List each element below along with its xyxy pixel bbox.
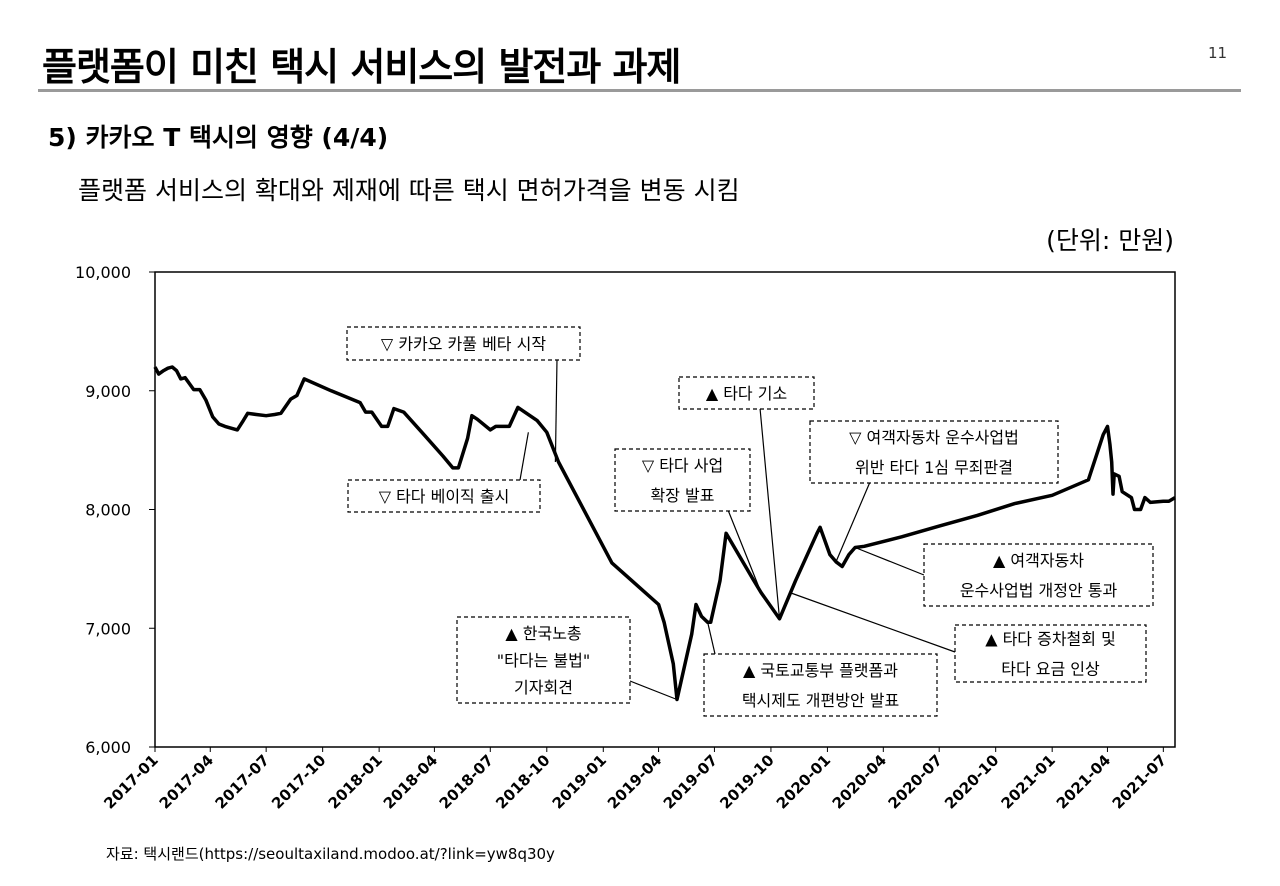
- annotation-text: ▽ 타다 베이직 출시: [379, 487, 510, 506]
- annotation-leader: [854, 546, 925, 576]
- annotation-leader: [727, 509, 762, 593]
- annotation-leader: [519, 432, 529, 481]
- slide-subtitle: 플랫폼 서비스의 확대와 제재에 따른 택시 면허가격을 변동 시킴: [78, 176, 740, 205]
- annotation-text: ▽ 여객자동차 운수사업법: [849, 428, 1019, 447]
- x-tick-label: 2019-04: [604, 751, 665, 812]
- annotation-box: [456, 616, 631, 704]
- x-tick-label: 2017-10: [268, 751, 329, 812]
- annotation-leader: [707, 622, 716, 655]
- annotation-box: [809, 420, 1059, 484]
- section-heading: 5) 카카오 T 택시의 영향 (4/4): [48, 123, 389, 152]
- x-tick-label: 2020-10: [941, 751, 1002, 812]
- annotation-text: 택시제도 개편방안 발표: [742, 691, 899, 710]
- x-tick-label: 2018-04: [380, 751, 441, 812]
- x-tick-label: 2021-07: [1109, 751, 1170, 812]
- annotation-text: 위반 타다 1심 무죄판결: [855, 458, 1013, 477]
- annotation-leader: [629, 680, 678, 701]
- x-tick-label: 2017-07: [212, 751, 273, 812]
- annotation-box: [614, 448, 751, 512]
- annotation-box: [347, 479, 541, 513]
- annotation-text: ▲ 국토교통부 플랫폼과: [743, 661, 898, 680]
- annotation-leader: [835, 481, 871, 562]
- unit-label: (단위: 만원): [1046, 226, 1174, 255]
- x-tick-label: 2019-10: [716, 751, 777, 812]
- annotation-box: [346, 326, 581, 361]
- annotation-text: 타다 요금 인상: [1001, 660, 1100, 679]
- y-tick-label: 10,000: [75, 263, 131, 282]
- x-tick-label: 2019-07: [660, 751, 721, 812]
- page-title: 플랫폼이 미친 택시 서비스의 발전과 과제: [42, 45, 681, 89]
- x-tick-label: 2019-01: [549, 751, 610, 812]
- x-tick-label: 2021-01: [998, 751, 1059, 812]
- annotation-box: [954, 624, 1147, 683]
- annotation-text: "타다는 불법": [497, 651, 590, 670]
- annotation-box: [703, 653, 938, 717]
- source-note: 자료: 택시랜드(https://seoultaxiland.modoo.at/…: [106, 845, 555, 863]
- annotation-box: [678, 376, 815, 410]
- x-tick-label: 2020-01: [773, 751, 834, 812]
- annotation-text: ▲ 타다 증차철회 및: [985, 630, 1116, 649]
- title-divider: [38, 89, 1241, 92]
- annotation-text: ▲ 타다 기소: [706, 384, 787, 403]
- annotation-box: [923, 543, 1154, 607]
- y-tick-label: 7,000: [85, 619, 131, 638]
- x-tick-label: 2018-07: [436, 751, 497, 812]
- x-tick-label: 2018-10: [492, 751, 553, 812]
- annotation-leader: [789, 592, 956, 653]
- page-number: 11: [1208, 44, 1228, 62]
- annotation-leader: [759, 407, 781, 619]
- annotation-text: ▲ 여객자동차: [993, 551, 1084, 570]
- annotation-text: 확장 발표: [651, 486, 715, 505]
- x-tick-label: 2020-04: [829, 751, 890, 812]
- price-series-line: [153, 365, 1176, 702]
- x-tick-label: 2017-01: [100, 751, 161, 812]
- x-tick-label: 2021-04: [1053, 751, 1114, 812]
- annotation-text: ▽ 타다 사업: [642, 456, 723, 475]
- x-tick-label: 2020-07: [885, 751, 946, 812]
- y-tick-label: 9,000: [85, 382, 131, 401]
- x-tick-label: 2018-01: [325, 751, 386, 812]
- annotation-text: 기자회견: [514, 678, 573, 697]
- y-tick-label: 8,000: [85, 501, 131, 520]
- x-tick-label: 2017-04: [156, 751, 217, 812]
- annotation-text: ▲ 한국노총: [505, 624, 581, 643]
- annotation-text: ▽ 카카오 카풀 베타 시작: [381, 335, 546, 354]
- annotation-text: 운수사업법 개정안 통과: [960, 581, 1118, 600]
- y-tick-label: 6,000: [85, 738, 131, 757]
- annotation-leader: [554, 358, 558, 463]
